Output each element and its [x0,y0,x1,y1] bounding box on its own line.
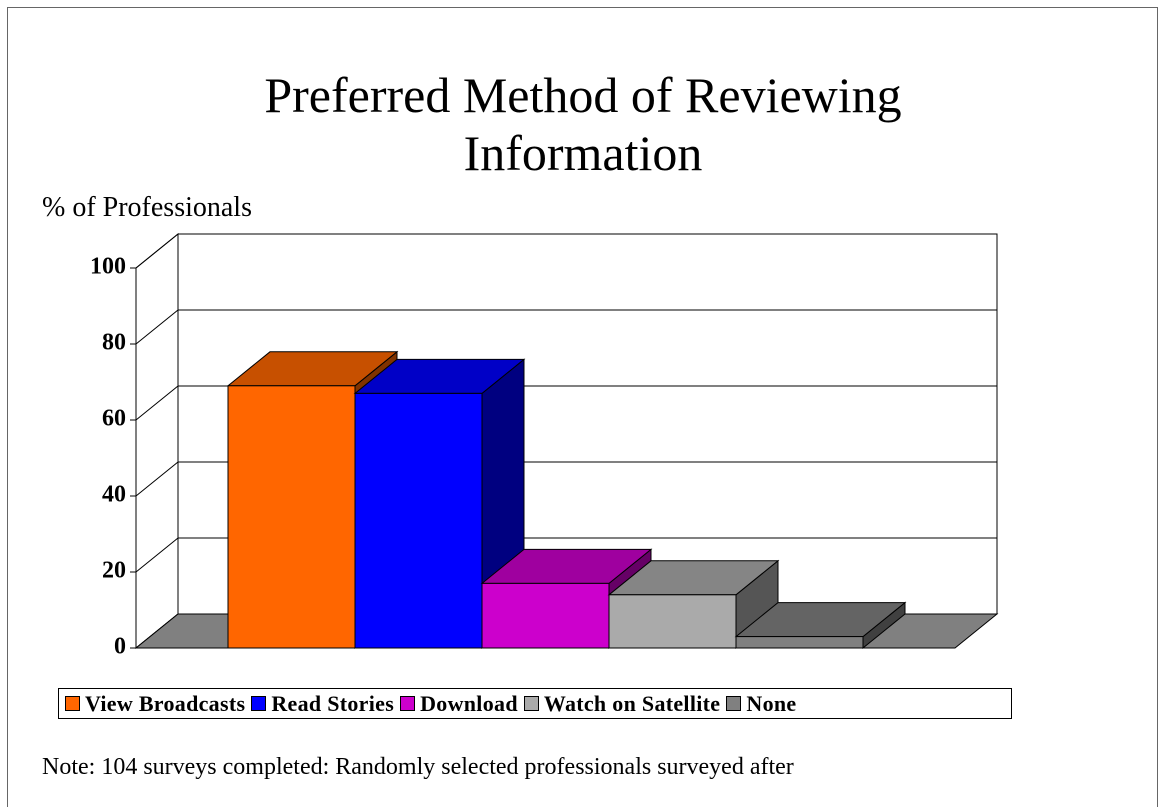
legend-swatch [726,696,742,711]
note: Note: 104 surveys completed: Randomly se… [42,754,794,780]
legend-item: Download [400,691,518,717]
grid-line [135,309,997,345]
y-axis-label: % of Professionals [42,192,252,223]
bar-front [608,594,737,649]
legend-item: View Broadcasts [65,691,245,717]
legend-swatch [251,696,267,711]
y-tick-label: 60 [102,406,126,432]
y-tick-label: 0 [114,634,126,660]
side-wall [135,232,179,650]
chart-title: Preferred Method of Reviewing Informatio… [264,67,902,181]
legend-swatch [523,696,539,711]
legend-item: Watch on Satellite [523,690,721,717]
legend-swatch [400,696,416,711]
legend-label: Read Stories [271,690,395,716]
y-tick-label: 20 [102,558,126,584]
legend-label: View Broadcasts [85,690,246,716]
grid-line [135,233,997,269]
legend-item: None [726,691,796,717]
bar-front [227,385,356,649]
y-tick-label: 100 [90,254,126,280]
frame [7,7,1158,807]
bar-front [735,636,864,649]
y-tick-label: 80 [102,330,126,356]
bar-front [481,582,610,649]
legend-label: None [746,690,797,716]
bar [607,559,780,650]
grid-line [135,537,997,573]
legend-swatch [65,696,80,711]
grid-line [135,385,997,421]
legend-label: Watch on Satellite [543,690,721,716]
bar [734,601,907,650]
grid-line [135,461,997,497]
bar-front [354,392,483,649]
y-tick-label: 40 [102,482,126,508]
legend-label: Download [420,690,518,716]
legend: View Broadcasts Read Stories Download Watch… [58,688,1012,719]
legend-item: Read Stories [251,691,394,717]
